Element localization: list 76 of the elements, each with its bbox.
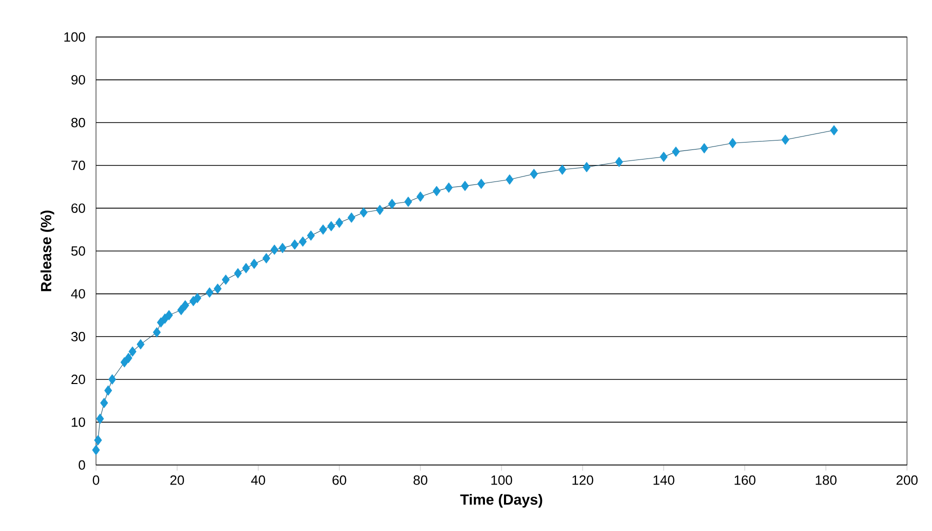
x-tick-label: 0 [92,475,100,485]
point [270,244,278,255]
point [444,182,453,193]
point [92,444,100,456]
point [558,164,566,175]
point [728,138,737,148]
point [781,134,790,145]
point [214,284,222,294]
point [94,435,102,446]
point [278,242,286,254]
point [506,174,514,185]
point [416,192,424,202]
point [194,293,202,304]
point [206,287,214,298]
point [319,224,327,235]
point [250,258,258,269]
point [660,152,668,162]
x-tick-label: 160 [734,475,756,485]
point [298,236,307,247]
y-tick-label: 70 [71,160,86,170]
y-tick-label: 30 [71,332,86,342]
y-tick-label: 40 [71,289,86,299]
point [327,221,336,232]
point [376,204,384,215]
point [242,263,250,274]
point [290,240,299,250]
x-tick-label: 80 [414,475,428,485]
point [348,212,356,223]
y-tick-label: 60 [71,203,86,213]
point [177,304,186,316]
x-axis-title: Time (Days) [460,494,542,508]
y-tick-label: 50 [71,246,86,256]
y-tick-label: 0 [78,460,86,470]
x-tick-label: 100 [491,475,512,485]
point [165,310,173,320]
y-tick-label: 100 [64,32,86,42]
point [335,218,344,228]
x-tick-label: 180 [816,475,837,485]
point [530,168,538,180]
point [432,186,440,196]
y-axis-title: Release (%) [40,210,54,292]
point [477,178,486,189]
point [96,414,104,424]
point [100,398,108,408]
x-tick-label: 20 [170,475,184,485]
point [181,300,190,310]
point [124,352,132,364]
point [104,385,112,396]
point [108,374,116,384]
point [157,317,165,328]
point [136,339,144,350]
point [120,357,128,368]
y-tick-label: 80 [71,118,86,128]
y-tick-label: 90 [71,75,86,85]
point [360,207,368,218]
x-tick-label: 200 [896,475,918,485]
point [404,196,412,207]
point [830,125,838,136]
point [700,143,708,154]
x-tick-label: 120 [572,475,594,485]
point [234,268,242,278]
x-tick-label: 140 [654,475,674,485]
point [307,230,315,241]
point [152,327,161,338]
point [461,180,469,192]
point [128,346,136,357]
x-tick-label: 60 [332,475,346,485]
y-tick-label: 20 [71,374,86,384]
y-tick-label: 10 [72,417,86,427]
point [388,198,396,209]
x-tick-label: 40 [251,475,266,485]
point [222,274,230,285]
point [672,146,680,157]
point [582,162,591,172]
point [262,253,270,264]
point [615,156,623,168]
